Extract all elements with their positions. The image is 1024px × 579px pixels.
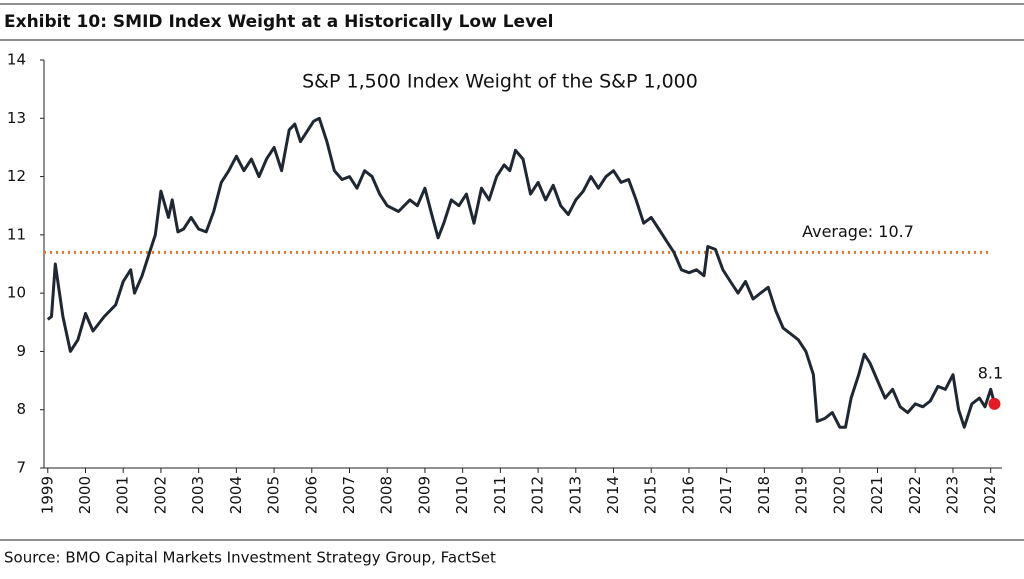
x-tick-label: 2013 — [566, 476, 584, 514]
x-tick-label: 2024 — [981, 476, 999, 514]
series-line — [46, 116, 996, 429]
x-tick-label: 2014 — [604, 476, 622, 514]
y-tick-label: 14 — [7, 51, 26, 69]
source: Source: BMO Capital Markets Investment S… — [4, 549, 496, 567]
x-tick-label: 2023 — [943, 476, 961, 514]
exhibit-title: Exhibit 10: SMID Index Weight at a Histo… — [4, 12, 554, 32]
x-tick-label: 2020 — [830, 476, 848, 514]
x-tick-label: 2012 — [529, 476, 547, 514]
x-tick-label: 2009 — [415, 476, 433, 514]
x-tick-label: 2000 — [76, 476, 94, 514]
y-tick-label: 8 — [16, 400, 26, 418]
x-tick-label: 2005 — [265, 476, 283, 514]
x-tick-label: 2017 — [717, 476, 735, 514]
x-tick-label: 2003 — [189, 476, 207, 514]
x-tick-label: 2007 — [340, 476, 358, 514]
x-tick-label: 2010 — [453, 476, 471, 514]
x-tick-label: 2002 — [151, 476, 169, 514]
y-tick-label: 10 — [7, 284, 26, 302]
y-tick-label: 7 — [16, 459, 26, 477]
x-tick-label: 2015 — [642, 476, 660, 514]
endpoint-label: 8.1 — [978, 363, 1003, 382]
chart-title: S&P 1,500 Index Weight of the S&P 1,000 — [302, 71, 698, 93]
endpoint-marker — [988, 397, 1001, 410]
y-tick-label: 11 — [7, 225, 26, 243]
y-tick-label: 12 — [7, 167, 26, 185]
x-tick-label: 1999 — [38, 476, 56, 514]
x-tick-label: 2001 — [114, 476, 132, 514]
x-tick-label: 2006 — [302, 476, 320, 514]
x-tick-label: 2008 — [378, 476, 396, 514]
average-label: Average: 10.7 — [802, 222, 914, 241]
y-tick-label: 13 — [7, 109, 26, 127]
x-tick-label: 2016 — [679, 476, 697, 514]
x-tick-label: 2018 — [755, 476, 773, 514]
x-tick-label: 2011 — [491, 476, 509, 514]
x-tick-label: 2021 — [868, 476, 886, 514]
x-tick-label: 2004 — [227, 476, 245, 514]
y-tick-label: 9 — [16, 342, 26, 360]
x-tick-label: 2022 — [906, 476, 924, 514]
x-tick-label: 2019 — [793, 476, 811, 514]
